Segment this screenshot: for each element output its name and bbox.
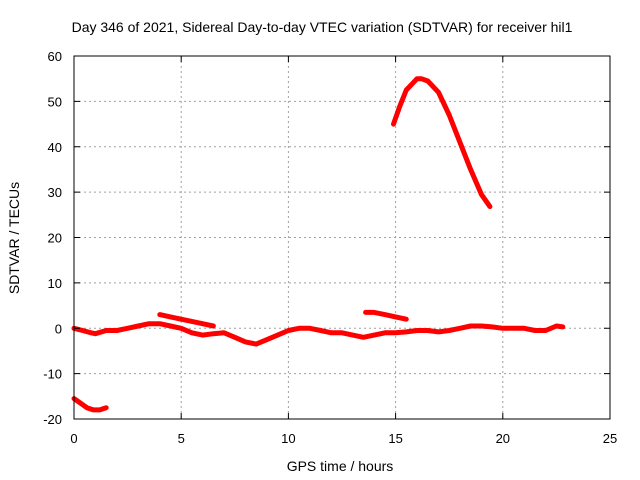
y-tick-label: 10 — [48, 276, 62, 291]
tick-layer: 0 5 10 15 20 25 -20 -10 0 10 20 30 40 50 60 — [43, 49, 617, 446]
x-tick-label: 15 — [388, 431, 402, 446]
series-layer — [71, 76, 566, 413]
series-line-segment-2 — [71, 321, 566, 347]
y-tick-label: 50 — [48, 94, 62, 109]
y-tick-label: 30 — [48, 185, 62, 200]
y-tick-label: 20 — [48, 231, 62, 246]
series-line-segment-4 — [363, 309, 409, 322]
series-line-segment-5 — [391, 76, 493, 210]
y-tick-label: -10 — [43, 367, 62, 382]
grid-layer — [74, 56, 610, 419]
y-tick-label: -20 — [43, 412, 62, 427]
y-tick-label: 40 — [48, 140, 62, 155]
x-tick-label: 5 — [178, 431, 185, 446]
y-tick-label: 0 — [55, 321, 62, 336]
x-tick-label: 25 — [603, 431, 617, 446]
x-tick-label: 10 — [281, 431, 295, 446]
y-tick-label: 60 — [48, 49, 62, 64]
y-axis-title: SDTVAR / TECUs — [6, 182, 22, 294]
series-line-segment-1 — [71, 396, 109, 413]
chart-title: Day 346 of 2021, Sidereal Day-to-day VTE… — [72, 19, 573, 35]
x-tick-label: 0 — [70, 431, 77, 446]
x-tick-label: 20 — [496, 431, 510, 446]
series-line-segment-3 — [157, 312, 216, 329]
x-axis-title: GPS time / hours — [287, 458, 394, 474]
